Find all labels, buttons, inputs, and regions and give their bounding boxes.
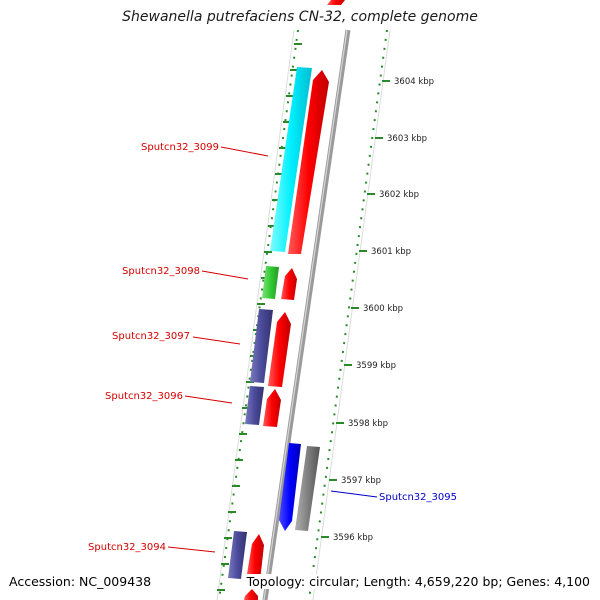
gene-feature-top-fragment[interactable] <box>327 0 345 5</box>
backbone-highlight <box>263 29 348 600</box>
scale-label: 3601 kbp <box>371 247 411 257</box>
scale-label: 3602 kbp <box>379 190 419 200</box>
scale-label: 3600 kbp <box>363 304 403 314</box>
label-connector-3098 <box>201 270 249 280</box>
gene-feature-3096-forward[interactable] <box>263 389 281 427</box>
gene-feature-3097[interactable] <box>250 309 273 383</box>
scale-label: 3603 kbp <box>387 134 427 144</box>
track-outline <box>216 29 295 600</box>
gene-feature-3096[interactable] <box>245 386 264 425</box>
gene-feature-bottom-fragment[interactable] <box>244 589 258 600</box>
gene-label[interactable]: Sputcn32_3099 <box>141 142 219 153</box>
scale-label: 3598 kbp <box>348 419 388 429</box>
label-connector-3094 <box>167 546 216 553</box>
scale-label: 3599 kbp <box>356 361 396 371</box>
topology-text: Topology: circular; Length: 4,659,220 bp… <box>244 574 590 589</box>
gene-label[interactable]: Sputcn32_3094 <box>88 542 166 553</box>
scale-label: 3604 kbp <box>394 77 434 87</box>
genome-backbone <box>262 29 351 600</box>
label-connector-3096 <box>184 395 233 404</box>
gene-feature-3094-forward[interactable] <box>246 534 264 581</box>
scale-labels: 3604 kbp 3603 kbp 3602 kbp 3601 kbp 3600 kbp… <box>321 77 434 543</box>
track-outline <box>312 29 391 600</box>
scale-label: 3596 kbp <box>333 533 373 543</box>
accession-text: Accession: NC_009438 <box>9 574 152 589</box>
gene-label[interactable]: Sputcn32_3096 <box>105 391 183 402</box>
gene-feature-3097-forward[interactable] <box>268 312 291 387</box>
gene-label[interactable]: Sputcn32_3095 <box>379 492 457 503</box>
map-title: Shewanella putrefaciens CN-32, complete … <box>122 9 478 25</box>
gene-feature-3098[interactable] <box>262 266 279 299</box>
gene-feature-3099[interactable] <box>270 67 312 252</box>
scale-label: 3597 kbp <box>341 476 381 486</box>
gene-label[interactable]: Sputcn32_3097 <box>112 331 190 342</box>
gene-feature-3095[interactable] <box>279 443 301 531</box>
gene-labels: Sputcn32_3099 Sputcn32_3098 Sputcn32_3097 S… <box>88 142 457 553</box>
label-connector-3095 <box>330 490 378 498</box>
gene-label[interactable]: Sputcn32_3098 <box>122 266 200 277</box>
gene-feature-3099-forward[interactable] <box>288 70 329 254</box>
gene-feature-3094[interactable] <box>228 531 247 579</box>
label-connector-3097 <box>192 336 241 345</box>
gene-feature-3098-forward[interactable] <box>281 268 297 300</box>
label-connector-3099 <box>220 146 269 157</box>
gene-feature-3095-partner[interactable] <box>295 446 320 531</box>
